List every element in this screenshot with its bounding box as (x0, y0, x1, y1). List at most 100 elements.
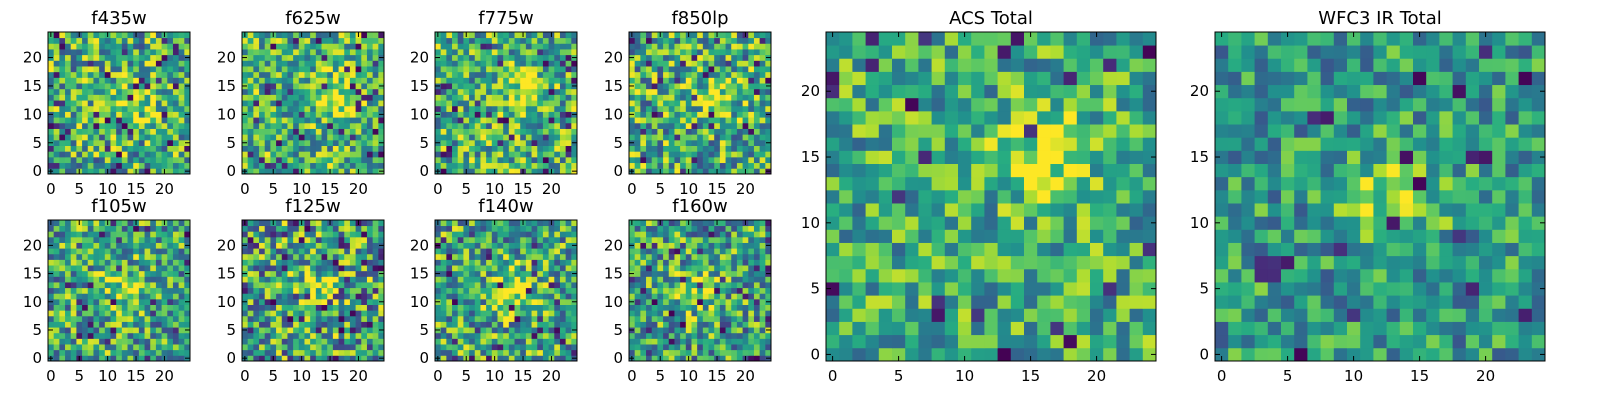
heatmap-cell (571, 231, 578, 238)
heatmap-cell (452, 315, 459, 322)
heatmap-cell (259, 327, 266, 334)
heatmap-cell (121, 344, 128, 351)
heatmap-cell (184, 304, 191, 311)
heatmap-cell (53, 231, 60, 238)
heatmap-cell (167, 355, 174, 362)
heatmap-cell (138, 83, 145, 90)
y-tick-label: 15 (604, 77, 623, 95)
heatmap-cell (629, 122, 636, 129)
heatmap-cell (48, 151, 55, 158)
heatmap-cell (332, 32, 339, 39)
heatmap-cell (144, 168, 151, 175)
heatmap-cell (287, 265, 294, 272)
heatmap-cell (457, 276, 464, 283)
heatmap-cell (110, 332, 117, 339)
heatmap-cell (87, 151, 94, 158)
heatmap-cell (531, 270, 538, 277)
heatmap-cell (531, 321, 538, 328)
heatmap-cell (82, 134, 89, 141)
heatmap-cell (514, 49, 521, 56)
heatmap-cell (184, 248, 191, 255)
heatmap-cell (99, 270, 106, 277)
heatmap-cell (304, 332, 311, 339)
heatmap-cell (247, 327, 254, 334)
heatmap-cell (48, 77, 55, 84)
heatmap-cell (646, 105, 653, 112)
heatmap-cell (121, 332, 128, 339)
heatmap-cell (731, 134, 738, 141)
heatmap-cell (155, 151, 162, 158)
heatmap-cell (247, 265, 254, 272)
heatmap-cell (253, 270, 260, 277)
heatmap-cell (59, 128, 66, 135)
heatmap-cell (708, 151, 715, 158)
heatmap-cell (753, 128, 761, 135)
heatmap-cell (259, 145, 266, 152)
heatmap-cell (702, 344, 709, 351)
heatmap-cell (259, 332, 266, 339)
heatmap-cell (634, 168, 641, 175)
heatmap-cell (668, 344, 675, 351)
heatmap-cell (87, 225, 94, 232)
heatmap-cell (138, 332, 145, 339)
heatmap-cell (253, 122, 260, 129)
heatmap-cell (531, 134, 538, 141)
heatmap-cell (680, 349, 687, 356)
heatmap-cell (708, 37, 715, 44)
heatmap-cell (657, 293, 664, 300)
heatmap-cell (172, 37, 180, 44)
heatmap-cell (270, 321, 277, 328)
heatmap-cell (104, 298, 111, 305)
heatmap-cell (327, 105, 334, 112)
heatmap-cell (520, 71, 527, 78)
heatmap-cell (548, 71, 555, 78)
heatmap-cell (474, 49, 481, 56)
heatmap-cell (116, 298, 123, 305)
heatmap-cell (378, 32, 385, 39)
heatmap-cell (155, 60, 162, 67)
heatmap-cell (184, 220, 191, 227)
heatmap-cell (321, 88, 328, 95)
heatmap-cell (497, 220, 504, 227)
heatmap-cell (53, 265, 60, 272)
heatmap-cell (514, 100, 521, 107)
heatmap-cell (53, 287, 60, 294)
heatmap-cell (503, 60, 510, 67)
heatmap-cell (287, 236, 294, 243)
heatmap-cell (452, 94, 459, 101)
heatmap-cell (765, 66, 772, 73)
heatmap-cell (571, 321, 578, 328)
heatmap-cell (503, 156, 510, 164)
y-tick-label: 15 (23, 265, 42, 283)
heatmap-cell (708, 162, 715, 169)
heatmap-cell (270, 156, 277, 164)
heatmap-cell (48, 134, 55, 141)
heatmap-cell (559, 242, 567, 249)
heatmap-cell (378, 100, 385, 107)
heatmap-cell (304, 100, 311, 107)
heatmap-cell (76, 349, 83, 356)
heatmap-cell (247, 293, 254, 300)
heatmap-cell (349, 168, 356, 175)
heatmap-cell (59, 134, 66, 141)
heatmap-cell (298, 139, 305, 146)
heatmap-cell (463, 117, 470, 124)
heatmap-cell (332, 287, 339, 294)
heatmap-cell (685, 145, 692, 152)
heatmap-cell (651, 117, 658, 124)
heatmap-cell (542, 168, 549, 175)
heatmap-cell (110, 315, 117, 322)
heatmap-cell (514, 105, 521, 112)
heatmap-cell (310, 37, 317, 44)
heatmap-cell (293, 321, 300, 328)
heatmap-cell (65, 344, 72, 351)
heatmap-cell (446, 259, 453, 266)
heatmap-cell (469, 304, 476, 311)
heatmap-cell (668, 327, 675, 334)
heatmap-cell (344, 236, 351, 243)
heatmap-cell (361, 338, 368, 345)
heatmap-cell (349, 270, 356, 277)
heatmap-cell (172, 344, 180, 351)
heatmap-cell (691, 49, 698, 56)
heatmap-cell (537, 32, 544, 39)
